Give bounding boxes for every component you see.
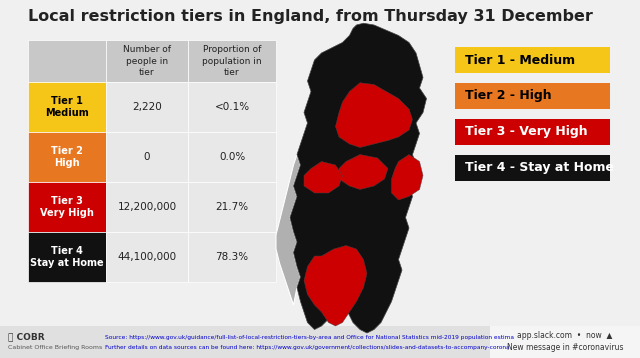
FancyBboxPatch shape <box>106 182 188 232</box>
Polygon shape <box>392 155 423 200</box>
FancyBboxPatch shape <box>28 132 106 182</box>
Text: 12,200,000: 12,200,000 <box>117 202 177 212</box>
FancyBboxPatch shape <box>188 132 276 182</box>
FancyBboxPatch shape <box>106 40 188 82</box>
FancyBboxPatch shape <box>455 47 610 73</box>
Text: Tier 4 - Stay at Home: Tier 4 - Stay at Home <box>465 161 614 174</box>
FancyBboxPatch shape <box>455 119 610 145</box>
Text: Proportion of
population in
tier: Proportion of population in tier <box>202 45 262 77</box>
Text: Tier 1 - Medium: Tier 1 - Medium <box>465 53 575 67</box>
Text: Number of
people in
tier: Number of people in tier <box>123 45 171 77</box>
Text: Tier 3 - Very High: Tier 3 - Very High <box>465 126 588 139</box>
Text: app.slack.com  •  now  ▲: app.slack.com • now ▲ <box>517 332 612 340</box>
FancyBboxPatch shape <box>28 182 106 232</box>
FancyBboxPatch shape <box>490 326 640 358</box>
Polygon shape <box>290 23 426 333</box>
FancyBboxPatch shape <box>106 82 188 132</box>
FancyBboxPatch shape <box>28 232 106 282</box>
FancyBboxPatch shape <box>28 40 106 82</box>
FancyBboxPatch shape <box>106 232 188 282</box>
Text: Cabinet Office Briefing Rooms: Cabinet Office Briefing Rooms <box>8 344 102 349</box>
Text: Local restriction tiers in England, from Thursday 31 December: Local restriction tiers in England, from… <box>28 10 593 24</box>
Text: Tier 4
Stay at Home: Tier 4 Stay at Home <box>30 246 104 268</box>
Polygon shape <box>276 155 301 305</box>
FancyBboxPatch shape <box>28 82 106 132</box>
Polygon shape <box>304 161 342 193</box>
Text: 44,100,000: 44,100,000 <box>117 252 177 262</box>
Text: 🏛 COBR: 🏛 COBR <box>8 333 45 342</box>
Text: Source: https://www.gov.uk/guidance/full-list-of-local-restriction-tiers-by-area: Source: https://www.gov.uk/guidance/full… <box>105 334 514 339</box>
Text: 78.3%: 78.3% <box>216 252 248 262</box>
FancyBboxPatch shape <box>188 82 276 132</box>
FancyBboxPatch shape <box>455 155 610 181</box>
Text: 21.7%: 21.7% <box>216 202 248 212</box>
Text: Tier 3
Very High: Tier 3 Very High <box>40 196 94 218</box>
Text: 0: 0 <box>144 152 150 162</box>
FancyBboxPatch shape <box>188 40 276 82</box>
Polygon shape <box>339 155 388 189</box>
Text: New message in #coronavirus: New message in #coronavirus <box>507 343 623 352</box>
Text: Further details on data sources can be found here: https://www.gov.uk/government: Further details on data sources can be f… <box>105 344 509 349</box>
Text: 2,220: 2,220 <box>132 102 162 112</box>
FancyBboxPatch shape <box>188 182 276 232</box>
Text: <0.1%: <0.1% <box>214 102 250 112</box>
FancyBboxPatch shape <box>0 326 640 358</box>
Text: Tier 2
High: Tier 2 High <box>51 146 83 168</box>
Text: Tier 1
Medium: Tier 1 Medium <box>45 96 89 118</box>
Polygon shape <box>304 246 367 326</box>
FancyBboxPatch shape <box>188 232 276 282</box>
Text: Tier 2 - High: Tier 2 - High <box>465 90 552 102</box>
Polygon shape <box>335 83 413 147</box>
Text: 0.0%: 0.0% <box>219 152 245 162</box>
FancyBboxPatch shape <box>455 83 610 109</box>
FancyBboxPatch shape <box>106 132 188 182</box>
